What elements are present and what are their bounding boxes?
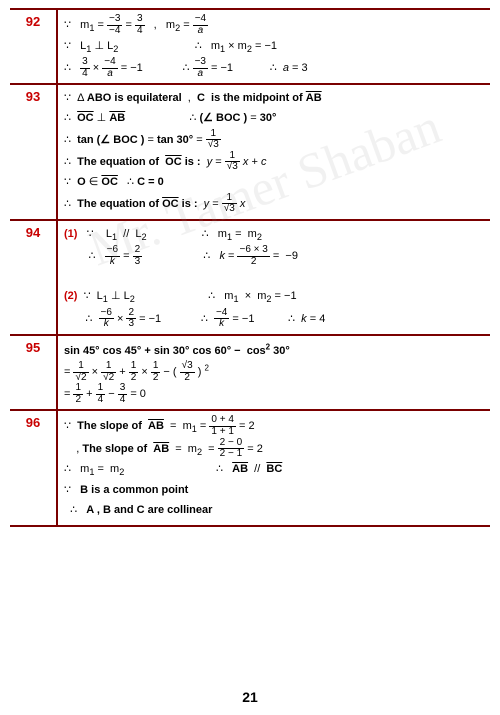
problem-content: (1) ∵ L1 // L2 ∴ m1 = m2 ∴ −6k = 23 ∴ k …: [57, 220, 490, 335]
problem-row: 95sin 45° cos 45° + sin 30° cos 60° − co…: [10, 335, 490, 410]
problem-number: 96: [10, 410, 57, 524]
problem-row: 93∵ Δ ABO is equilateral , C is the midp…: [10, 84, 490, 219]
problem-row: 92∵ m1 = −3−4 = 34 , m2 = −4a∵ L1 ⊥ L2 ∴…: [10, 9, 490, 84]
problem-number: 93: [10, 84, 57, 219]
problem-number: 95: [10, 335, 57, 410]
problem-number: 92: [10, 9, 57, 84]
solutions-table: 92∵ m1 = −3−4 = 34 , m2 = −4a∵ L1 ⊥ L2 ∴…: [10, 8, 490, 525]
problem-content: ∵ The slope of AB = m1 = 0 + 41 + 1 = 2 …: [57, 410, 490, 524]
problem-row: 94(1) ∵ L1 // L2 ∴ m1 = m2 ∴ −6k = 23 ∴ …: [10, 220, 490, 335]
page-number: 21: [0, 689, 500, 705]
page: Mr. Tamer Shaban 92∵ m1 = −3−4 = 34 , m2…: [0, 8, 500, 715]
bottom-border: [10, 525, 490, 527]
problem-number: 94: [10, 220, 57, 335]
problem-content: ∵ Δ ABO is equilateral , C is the midpoi…: [57, 84, 490, 219]
problem-content: sin 45° cos 45° + sin 30° cos 60° − cos2…: [57, 335, 490, 410]
problem-content: ∵ m1 = −3−4 = 34 , m2 = −4a∵ L1 ⊥ L2 ∴ m…: [57, 9, 490, 84]
problem-row: 96∵ The slope of AB = m1 = 0 + 41 + 1 = …: [10, 410, 490, 524]
